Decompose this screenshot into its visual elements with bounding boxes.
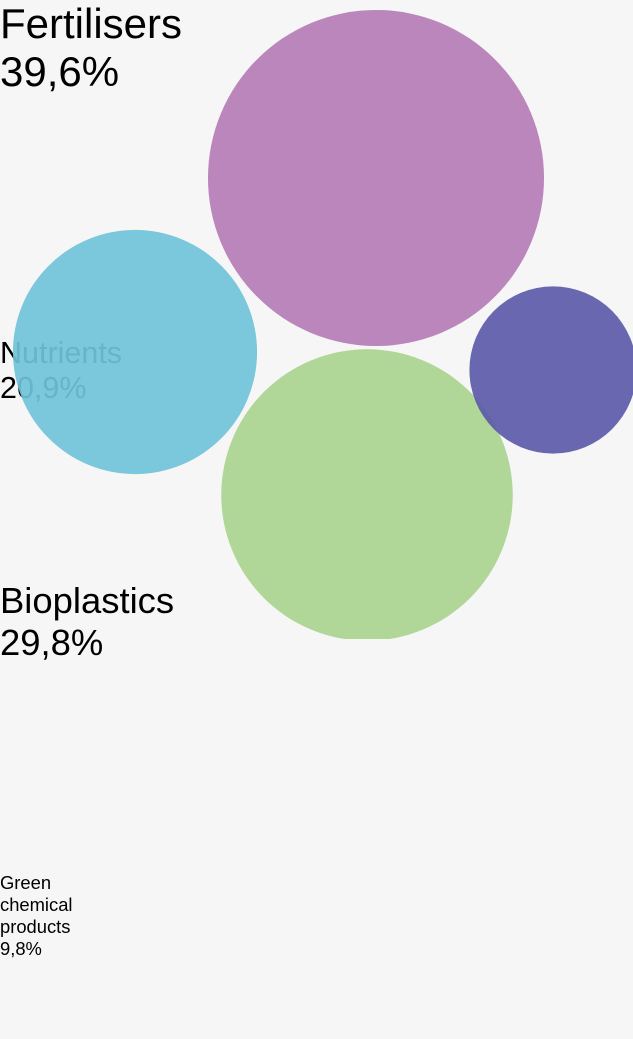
bubble xyxy=(469,286,633,453)
value-label: 9,8% xyxy=(0,938,120,960)
chart xyxy=(0,0,633,639)
category-label: Green chemical products xyxy=(0,872,120,938)
page: (() => { const data = JSON.parse(documen… xyxy=(0,0,633,639)
bubble xyxy=(13,230,257,474)
bubble xyxy=(208,10,544,346)
bubble xyxy=(221,349,513,639)
